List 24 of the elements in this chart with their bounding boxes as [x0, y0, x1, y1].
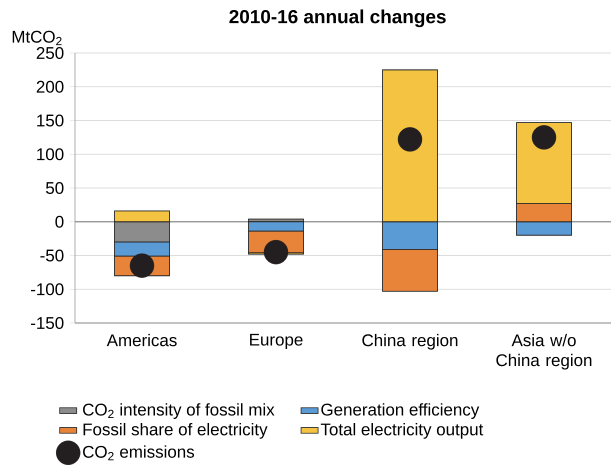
y-tick-label: -150	[31, 317, 64, 329]
y-tick-label: 150	[37, 114, 64, 127]
y-tick-label: 0	[55, 216, 64, 228]
y-tick-label: 100	[37, 148, 64, 160]
point	[130, 253, 154, 278]
legend-label: Fossil share of electricity	[84, 422, 268, 439]
legend-label: Total electricity output	[320, 422, 484, 439]
y-tick-label: -50	[40, 250, 64, 262]
x-tick-label: Asia w/o China region	[496, 334, 592, 370]
point	[398, 127, 422, 152]
point	[264, 240, 288, 264]
y-tick-label: -100	[31, 283, 64, 296]
y-tick-label: 250	[36, 47, 64, 60]
y-tick-label: 50	[46, 182, 64, 194]
x-tick-label: China region	[362, 334, 458, 350]
chart-title: 2010-16 annual changes	[229, 9, 446, 28]
legend-label: CO$_{2}$ emissions	[83, 445, 194, 460]
x-tick-label: Americas	[106, 334, 177, 346]
y-tick-label: 200	[36, 80, 64, 93]
x-tick-label: Europe	[250, 334, 303, 350]
point	[532, 125, 556, 150]
legend-label: Generation efficiency	[321, 403, 480, 419]
legend-label: CO$_{2}$ intensity of fossil mix	[83, 403, 274, 419]
y-axis-title: MtCO$_{2}$	[12, 30, 62, 46]
